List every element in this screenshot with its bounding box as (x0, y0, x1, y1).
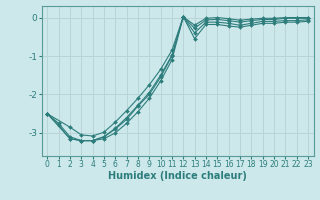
X-axis label: Humidex (Indice chaleur): Humidex (Indice chaleur) (108, 171, 247, 181)
